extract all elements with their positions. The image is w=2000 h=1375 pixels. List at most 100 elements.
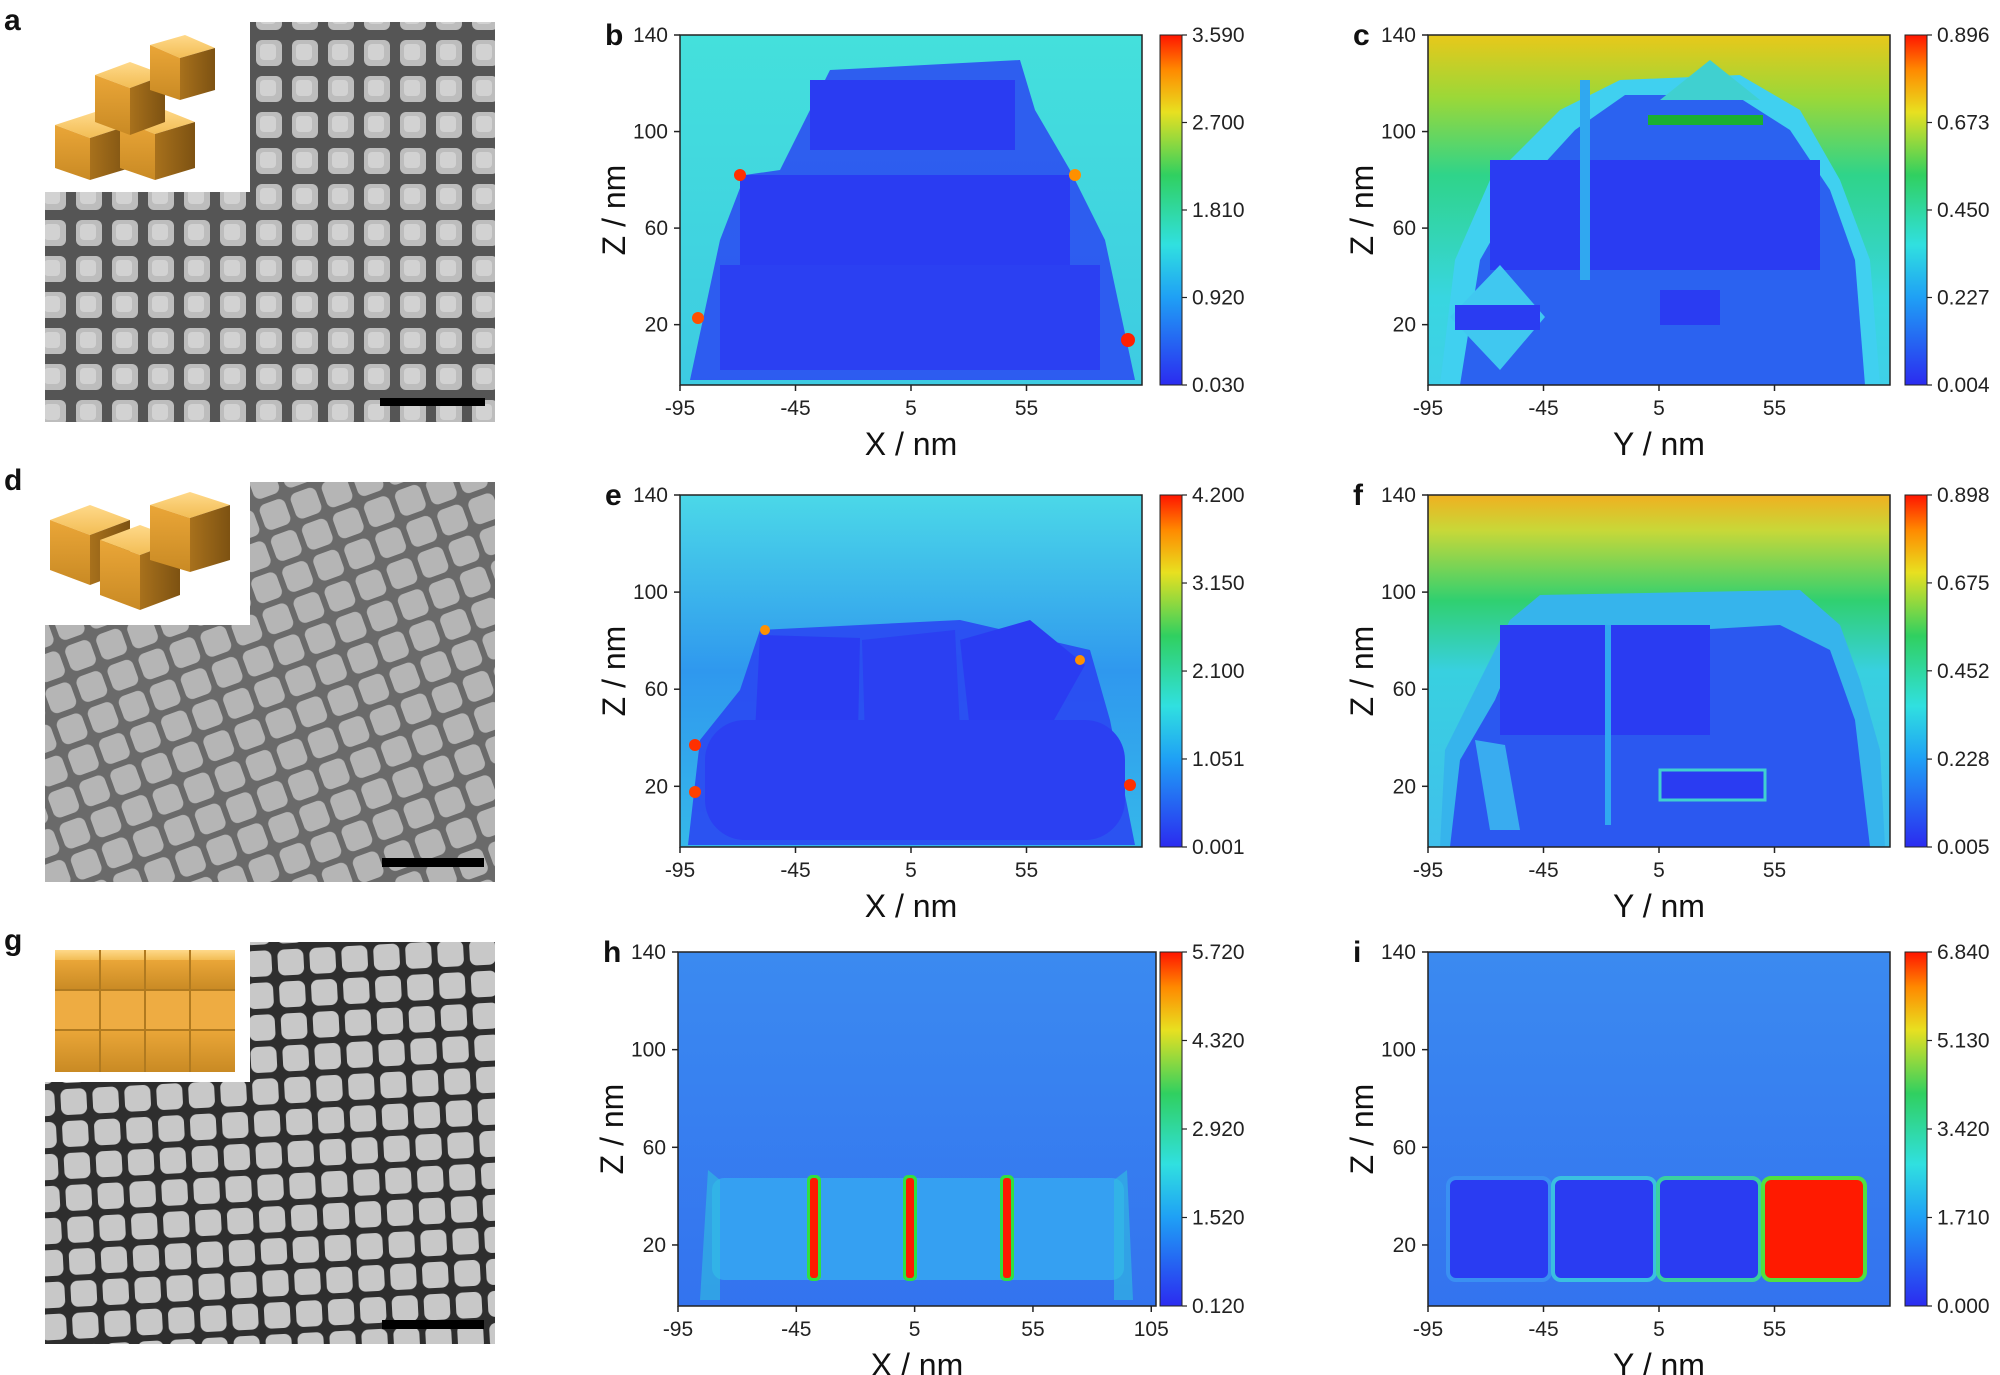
colorbar-label: 1.520 <box>1192 1207 1245 1230</box>
colorbar-label: 3.420 <box>1937 1118 1990 1141</box>
panel-letter-e: e <box>605 479 622 512</box>
xtick-label: -45 <box>780 859 810 882</box>
xtick-label: -45 <box>780 397 810 420</box>
colorbar-label: 1.051 <box>1192 748 1245 771</box>
colorbar-label: 0.004 <box>1937 374 1990 397</box>
panel-letter-h: h <box>603 936 621 969</box>
panel-letter-c: c <box>1353 19 1370 52</box>
field-map-c <box>1428 35 1890 385</box>
cube-cluster-inset-g <box>45 942 250 1082</box>
colorbar-label: 0.675 <box>1937 572 1990 595</box>
colorbar-label: 0.000 <box>1937 1295 1990 1318</box>
ytick-label: 140 <box>1381 941 1416 964</box>
y-axis-label: Z / nm <box>1344 165 1380 256</box>
scale-bar-g <box>382 1320 484 1329</box>
xtick-label: -95 <box>665 859 695 882</box>
field-map-f <box>1428 495 1890 847</box>
xtick-label: -45 <box>781 1318 811 1341</box>
colorbar-label: 0.920 <box>1192 287 1245 310</box>
x-axis-label: X / nm <box>865 426 957 462</box>
colorbar-label: 5.720 <box>1192 941 1245 964</box>
ytick-label: 100 <box>631 1039 666 1062</box>
cube-cluster-inset-d <box>45 470 250 625</box>
colorbar-label: 0.227 <box>1937 287 1990 310</box>
field-map-e <box>680 495 1142 847</box>
colorbar-label: 4.200 <box>1192 484 1245 507</box>
y-axis-label: Z / nm <box>594 1084 630 1175</box>
ytick-label: 20 <box>1393 775 1416 798</box>
y-axis-label: Z / nm <box>1344 626 1380 717</box>
x-axis-label: Y / nm <box>1613 426 1705 462</box>
scale-bar-d <box>382 858 484 867</box>
sem-panel-a <box>45 22 495 422</box>
colorbar-c <box>1904 34 1928 386</box>
panel-letter-i: i <box>1353 936 1361 969</box>
xtick-label: 5 <box>1653 1318 1665 1341</box>
colorbar-label: 5.130 <box>1937 1030 1990 1053</box>
colorbar-label: 0.896 <box>1937 24 1990 47</box>
ytick-label: 60 <box>1393 678 1416 701</box>
ytick-label: 60 <box>645 217 668 240</box>
xtick-label: -45 <box>1528 859 1558 882</box>
colorbar-b <box>1159 34 1183 386</box>
y-axis-label: Z / nm <box>596 165 632 256</box>
ytick-label: 140 <box>631 941 666 964</box>
xtick-label: 105 <box>1134 1318 1169 1341</box>
colorbar-e <box>1159 494 1183 848</box>
colorbar-label: 0.452 <box>1937 660 1990 683</box>
xtick-label: -95 <box>1413 1318 1443 1341</box>
colorbar-label: 6.840 <box>1937 941 1990 964</box>
xtick-label: 5 <box>909 1318 921 1341</box>
xtick-label: -45 <box>1528 1318 1558 1341</box>
ytick-label: 100 <box>633 581 668 604</box>
cube-cluster-inset-a <box>45 22 250 192</box>
y-axis-label: Z / nm <box>596 626 632 717</box>
xtick-label: 5 <box>905 859 917 882</box>
colorbar-label: 0.030 <box>1192 374 1245 397</box>
ytick-label: 140 <box>633 484 668 507</box>
x-axis-label: X / nm <box>865 888 957 924</box>
colorbar-label: 0.001 <box>1192 836 1245 859</box>
colorbar-label: 1.710 <box>1937 1207 1990 1230</box>
ytick-label: 20 <box>645 775 668 798</box>
sem-panel-g <box>45 942 495 1344</box>
y-axis-label: Z / nm <box>1344 1084 1380 1175</box>
field-map-i <box>1428 952 1890 1306</box>
colorbar-label: 4.320 <box>1192 1030 1245 1053</box>
plot-frame-h <box>677 951 1157 1307</box>
xtick-label: 55 <box>1021 1318 1044 1341</box>
colorbar-label: 1.810 <box>1192 199 1245 222</box>
xtick-label: 5 <box>905 397 917 420</box>
panel-letter-d: d <box>4 464 22 497</box>
xtick-label: 55 <box>1763 1318 1786 1341</box>
ytick-label: 100 <box>1381 121 1416 144</box>
xtick-label: -95 <box>1413 859 1443 882</box>
ytick-label: 100 <box>1381 1039 1416 1062</box>
ytick-label: 20 <box>1393 1234 1416 1257</box>
colorbar-label: 0.450 <box>1937 199 1990 222</box>
colorbar-h <box>1159 951 1183 1307</box>
colorbar-label: 0.005 <box>1937 836 1990 859</box>
ytick-label: 60 <box>643 1136 666 1159</box>
ytick-label: 140 <box>1381 484 1416 507</box>
xtick-label: 5 <box>1653 397 1665 420</box>
colorbar-label: 0.120 <box>1192 1295 1245 1318</box>
panel-letter-f: f <box>1353 479 1364 512</box>
ytick-label: 100 <box>633 121 668 144</box>
xtick-label: 55 <box>1015 859 1038 882</box>
sem-panel-d <box>45 470 495 882</box>
colorbar-f <box>1904 494 1928 848</box>
colorbar-label: 2.700 <box>1192 112 1245 135</box>
colorbar-label: 0.673 <box>1937 112 1990 135</box>
ytick-label: 60 <box>1393 217 1416 240</box>
colorbar-label: 0.228 <box>1937 748 1990 771</box>
xtick-label: -95 <box>665 397 695 420</box>
